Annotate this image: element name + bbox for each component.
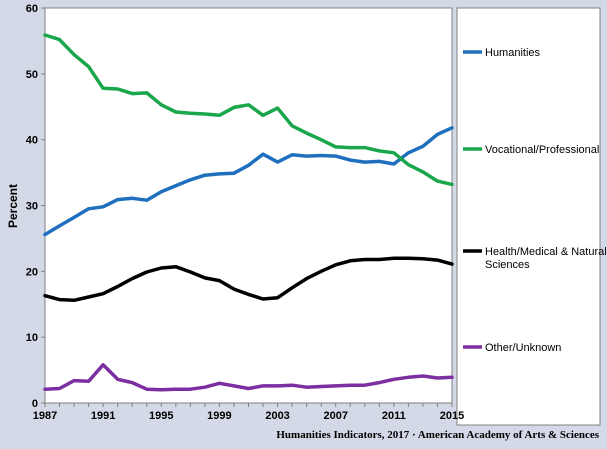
x-tick-label: 2003 — [265, 410, 289, 422]
y-tick-label: 40 — [26, 135, 38, 147]
x-tick-label: 1987 — [33, 410, 57, 422]
x-tick-label: 1999 — [207, 410, 231, 422]
x-tick-label: 1995 — [149, 410, 173, 422]
x-tick-label: 1991 — [91, 410, 115, 422]
plot-area — [44, 7, 453, 404]
series-line-humanities — [43, 126, 454, 237]
x-tick-label: 2011 — [382, 410, 406, 422]
y-tick-label: 60 — [26, 3, 38, 15]
legend-label: Humanities — [485, 47, 541, 59]
y-axis: 0 10 20 30 40 50 60 — [26, 3, 45, 410]
y-axis-title: Percent — [6, 184, 20, 228]
series-line-vocational-professional — [43, 33, 454, 187]
legend-label: Health/Medical & Natural — [485, 246, 607, 258]
x-axis: 1987 1991 1995 1999 2003 2007 2011 2015 — [33, 403, 464, 422]
y-tick-label: 10 — [26, 332, 38, 344]
series-line-other-unknown — [43, 363, 454, 392]
y-tick-label: 20 — [26, 266, 38, 278]
legend-box — [456, 7, 601, 426]
series-layer — [43, 33, 454, 392]
x-tick-label: 2007 — [323, 410, 347, 422]
y-tick-label: 50 — [26, 69, 38, 81]
legend-label: Sciences — [485, 259, 530, 271]
legend-label: Vocational/Professional — [485, 144, 599, 156]
legend: Humanities Vocational/Professional Health/… — [463, 47, 607, 354]
legend-label: Other/Unknown — [485, 342, 561, 354]
x-tick-label: 2015 — [440, 410, 464, 422]
y-tick-label: 0 — [32, 398, 38, 410]
series-line-health-medical-natural-sciences — [43, 256, 454, 303]
source-credit: Humanities Indicators, 2017 · American A… — [276, 429, 599, 441]
y-tick-label: 30 — [26, 201, 38, 213]
